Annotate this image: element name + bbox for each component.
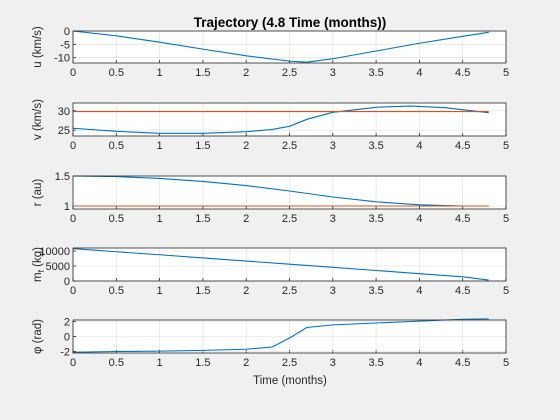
x-tick-label: 1 — [157, 67, 163, 79]
y-tick-label: 25 — [58, 125, 70, 137]
x-tick-label: 0.5 — [109, 285, 124, 297]
y-tick-label: -10 — [54, 53, 70, 65]
x-tick-label: 3.5 — [368, 213, 383, 225]
subplot-phi: 0 0.5 1 1.5 2 2.5 3 3.5 4 4.5 520-2φ (rad) — [32, 317, 509, 370]
x-tick-label: 5 — [503, 357, 509, 369]
subplots: 0 0.5 1 1.5 2 2.5 3 3.5 4 4.5 50-5-10u (km/s)0 0.5 1… — [32, 26, 509, 369]
x-tick-label: 4.5 — [455, 213, 470, 225]
x-tick-label: 4 — [416, 213, 422, 225]
subplot-r: 0 0.5 1 1.5 2 2.5 3 3.5 4 4.5 5 1 1.5 r (au) — [32, 171, 509, 225]
y-tick-label: 2 — [64, 317, 70, 329]
x-tick-label: 0.5 — [109, 357, 124, 369]
series-line-phi — [72, 318, 489, 353]
x-tick-label: 5 — [503, 140, 509, 152]
x-axis-label: Time (months) — [253, 375, 327, 387]
x-tick-label: 2.5 — [282, 285, 297, 297]
y-axis-label-r: r (au) — [32, 179, 44, 207]
y-tick-label: 0 — [64, 276, 70, 288]
y-tick-label: 1 — [64, 201, 70, 213]
x-tick-label: 2 — [243, 213, 249, 225]
x-tick-label: 4 — [416, 285, 422, 297]
x-tick-label: 3 — [330, 357, 336, 369]
y-tick-label: -5 — [60, 39, 70, 51]
x-tick-label: 0.5 — [109, 67, 124, 79]
x-tick-label: 0.5 — [109, 140, 124, 152]
x-tick-label: 0.5 — [109, 213, 124, 225]
x-tick-label: 4 — [416, 67, 422, 79]
x-tick-label: 1.5 — [195, 357, 210, 369]
x-tick-label: 0 — [70, 67, 76, 79]
x-tick-label: 3.5 — [368, 67, 383, 79]
y-tick-label: 5000 — [46, 261, 70, 273]
x-tick-label: 4.5 — [455, 67, 470, 79]
x-tick-label: 4 — [416, 140, 422, 152]
x-tick-label: 5 — [503, 285, 509, 297]
x-tick-label: 1.5 — [195, 213, 210, 225]
subplot-mf-frame — [72, 247, 507, 282]
x-tick-label: 3.5 — [368, 285, 383, 297]
subplot-u-frame — [72, 30, 507, 64]
series-line-mf — [72, 248, 489, 281]
x-tick-label: 5 — [503, 213, 509, 225]
x-tick-label: 1.5 — [195, 67, 210, 79]
x-tick-label: 3.5 — [368, 357, 383, 369]
y-axis-label-v: v (km/s) — [32, 99, 44, 140]
x-tick-label: 3 — [330, 140, 336, 152]
y-axis-label-u: u (km/s) — [32, 26, 44, 68]
x-tick-label: 2 — [243, 67, 249, 79]
subplot-r-frame — [72, 175, 507, 210]
y-tick-label: 0 — [64, 332, 70, 344]
x-tick-label: 0 — [70, 140, 76, 152]
x-tick-label: 3 — [330, 67, 336, 79]
x-tick-label: 3 — [330, 285, 336, 297]
x-tick-label: 1.5 — [195, 140, 210, 152]
y-tick-label: 0 — [64, 26, 70, 38]
series-line-v — [72, 105, 489, 134]
x-tick-label: 1 — [157, 357, 163, 369]
x-tick-label: 1 — [157, 285, 163, 297]
x-tick-label: 2.5 — [282, 140, 297, 152]
subplot-v: 0 0.5 1 1.5 2 2.5 3 3.5 4 4.5 5 25 30 v (km/s) — [32, 99, 509, 152]
x-tick-label: 2 — [243, 140, 249, 152]
x-tick-label: 3 — [330, 213, 336, 225]
x-tick-label: 2.5 — [282, 213, 297, 225]
y-tick-label: 10000 — [39, 246, 70, 258]
subplot-u: 0 0.5 1 1.5 2 2.5 3 3.5 4 4.5 50-5-10u (km/s) — [32, 26, 509, 79]
x-tick-label: 4.5 — [455, 140, 470, 152]
x-tick-label: 4.5 — [455, 285, 470, 297]
x-tick-label: 1 — [157, 213, 163, 225]
x-tick-label: 2 — [243, 357, 249, 369]
subplot-v-frame — [72, 102, 507, 137]
y-axis-label-mf: mf (kg) — [32, 247, 46, 282]
y-tick-label: 30 — [58, 106, 70, 118]
x-tick-label: 0 — [70, 285, 76, 297]
x-tick-label: 4 — [416, 357, 422, 369]
x-tick-label: 1.5 — [195, 285, 210, 297]
x-tick-label: 2.5 — [282, 67, 297, 79]
x-tick-label: 2 — [243, 285, 249, 297]
series-line-r — [72, 175, 489, 207]
x-tick-label: 1 — [157, 140, 163, 152]
x-tick-label: 4.5 — [455, 357, 470, 369]
y-tick-label: 1.5 — [55, 171, 70, 183]
chart-title: Trajectory (4.8 Time (months)) — [194, 15, 387, 30]
x-tick-label: 0 — [70, 357, 76, 369]
series-line-u — [72, 30, 489, 63]
x-tick-label: 2.5 — [282, 357, 297, 369]
x-tick-label: 0 — [70, 213, 76, 225]
x-tick-label: 3.5 — [368, 140, 383, 152]
y-axis-label-phi: φ (rad) — [32, 319, 44, 354]
y-tick-label: -2 — [60, 347, 70, 359]
x-tick-label: 5 — [503, 67, 509, 79]
subplot-phi-frame — [72, 319, 507, 354]
